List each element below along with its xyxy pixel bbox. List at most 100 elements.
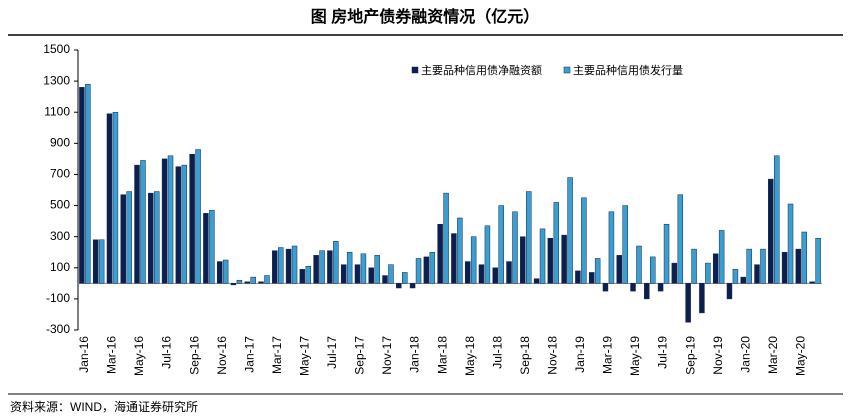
bar: [575, 270, 581, 284]
bar: [388, 264, 394, 284]
bar: [484, 225, 491, 284]
bar: [815, 237, 821, 284]
bar: [512, 211, 518, 284]
x-tick-label: Nov-19: [711, 336, 725, 375]
bar: [272, 250, 278, 284]
bar: [567, 177, 573, 284]
bar: [457, 217, 463, 284]
bar: [396, 283, 402, 289]
bar: [236, 279, 243, 284]
bar: [470, 236, 477, 284]
x-tick-label: May-20: [794, 336, 808, 376]
bar: [409, 283, 416, 289]
bar: [644, 283, 650, 300]
x-tick-label: Nov-17: [380, 336, 394, 375]
bar: [195, 149, 201, 284]
x-tick-label: Jan-18: [408, 336, 422, 373]
bar: [299, 269, 306, 284]
bar: [539, 228, 546, 284]
bar: [120, 194, 126, 284]
bar: [561, 234, 567, 284]
bar: [112, 111, 119, 284]
bar: [327, 250, 333, 284]
y-tick-label: 900: [50, 136, 70, 150]
bar: [801, 231, 808, 284]
bar: [636, 245, 642, 284]
bar: [526, 191, 532, 284]
bar: [671, 262, 678, 284]
x-tick-label: Jan-20: [738, 336, 752, 373]
bar: [333, 241, 339, 284]
bar: [553, 202, 560, 284]
y-tick-label: 700: [50, 167, 70, 181]
y-tick-label: 100: [50, 260, 70, 274]
bar: [154, 191, 160, 284]
bar: [368, 267, 374, 284]
x-tick-label: Jan-17: [242, 336, 256, 373]
bar: [478, 264, 485, 284]
bar: [92, 239, 99, 284]
bar: [787, 203, 794, 284]
bar: [264, 275, 270, 284]
bar: [244, 281, 250, 284]
bar: [685, 283, 691, 323]
x-tick-label: Sep-18: [518, 336, 532, 375]
bar: [498, 205, 504, 284]
x-tick-label: May-19: [628, 336, 642, 376]
bar: [258, 281, 264, 284]
bar: [126, 191, 132, 284]
bar: [382, 275, 388, 284]
legend-label: 主要品种信用债发行量: [573, 63, 683, 77]
bar: [622, 205, 628, 284]
bar: [740, 276, 746, 284]
bar: [148, 192, 154, 284]
y-tick-label: -100: [46, 291, 70, 305]
bar: [443, 192, 449, 284]
bar: [774, 155, 780, 284]
bar: [492, 267, 498, 284]
bar: [305, 265, 312, 284]
bar: [291, 245, 298, 284]
bar: [402, 272, 408, 284]
bar: [712, 253, 719, 284]
x-tick-label: May-17: [298, 336, 312, 376]
bar: [360, 253, 367, 284]
bar: [437, 223, 443, 284]
x-tick-label: Sep-17: [353, 336, 367, 375]
bar: [429, 251, 436, 284]
y-tick-label: -300: [46, 322, 70, 336]
bar: [203, 213, 209, 284]
bar: [278, 247, 284, 284]
x-tick-label: Mar-18: [435, 336, 449, 374]
x-tick-label: Mar-16: [105, 336, 119, 374]
x-tick-label: Jul-17: [325, 336, 339, 369]
x-tick-label: Jul-16: [160, 336, 174, 369]
bar: [691, 248, 697, 284]
source-note: 资料来源：WIND，海通证券研究所: [10, 399, 198, 414]
bar: [250, 276, 256, 284]
bar: [663, 223, 670, 284]
bar: [464, 261, 471, 284]
bar: [506, 261, 512, 284]
bar: [726, 283, 733, 300]
bar: [209, 209, 215, 284]
x-tick-label: May-16: [132, 336, 146, 376]
legend-swatch: [411, 66, 419, 74]
bar: [760, 248, 766, 284]
bar: [718, 230, 725, 284]
y-tick-label: 1500: [43, 42, 70, 56]
bar: [533, 278, 540, 284]
bar: [415, 258, 422, 284]
bar: [451, 233, 457, 284]
legend-swatch: [563, 66, 571, 74]
bar: [175, 166, 182, 284]
x-tick-label: Jul-19: [656, 336, 670, 369]
x-tick-label: Mar-20: [766, 336, 780, 374]
y-tick-label: 300: [50, 229, 70, 243]
bar: [677, 194, 684, 284]
x-tick-label: Mar-19: [601, 336, 615, 374]
bar: [319, 250, 325, 284]
bar: [354, 264, 361, 284]
x-tick-label: Jul-18: [490, 336, 504, 369]
